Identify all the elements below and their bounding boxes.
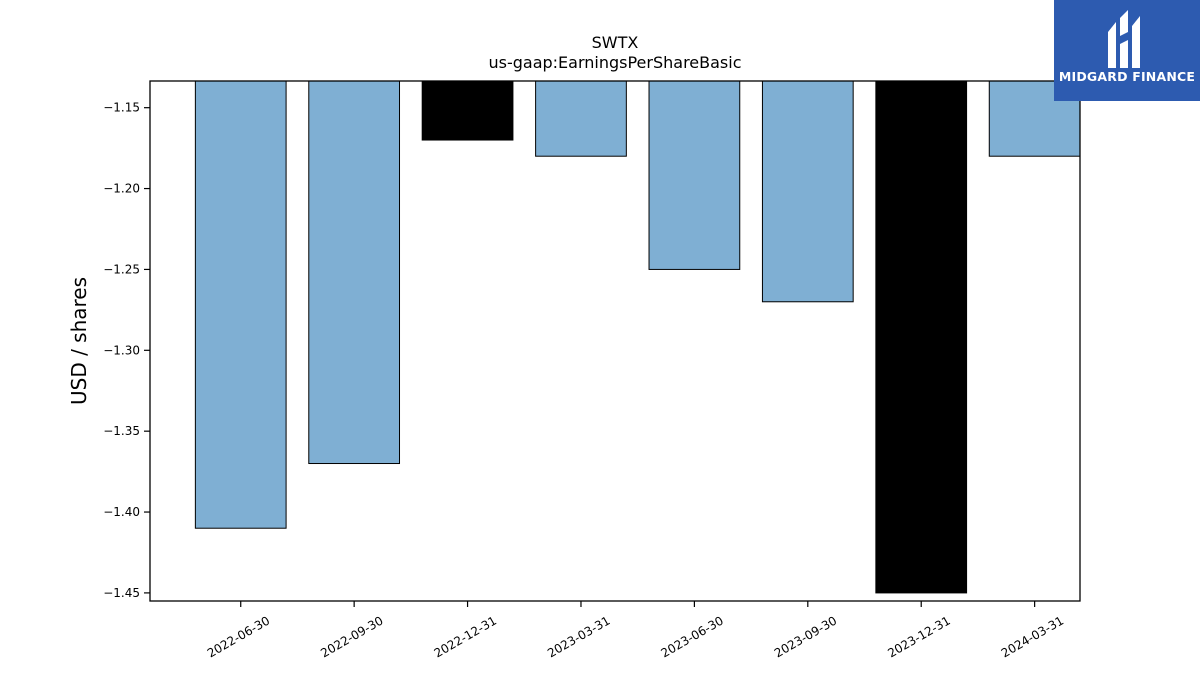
y-tick-label: −1.20	[103, 182, 140, 196]
y-axis: −1.15 −1.20 −1.25 −1.30 −1.35 −1.40 −1.45	[103, 101, 150, 600]
brand-logo: MIDGARD FINANCE	[1054, 0, 1200, 101]
y-tick-label: −1.45	[103, 586, 140, 600]
bar-2023-09-30	[761, 80, 854, 303]
x-tick-label: 2022-06-30	[205, 613, 272, 660]
bar-2022-06-30	[194, 80, 287, 529]
x-tick-label: 2023-03-31	[545, 613, 612, 660]
y-tick-label: −1.15	[103, 101, 140, 115]
y-tick-label: −1.35	[103, 424, 140, 438]
x-tick-label: 2022-12-31	[432, 613, 499, 660]
bar-2022-09-30	[308, 80, 401, 465]
bar-2023-06-30	[648, 80, 741, 270]
brand-name: MIDGARD FINANCE	[1058, 69, 1196, 84]
y-axis-label: USD / shares	[67, 277, 91, 405]
x-tick-label: 2023-12-31	[885, 613, 952, 660]
chart-subtitle: us-gaap:EarningsPerShareBasic	[488, 53, 741, 72]
x-tick-label: 2024-03-31	[999, 613, 1066, 660]
x-tick-label: 2022-09-30	[318, 613, 385, 660]
plot-frame	[149, 80, 1081, 602]
x-axis: 2022-06-30 2022-09-30 2022-12-31 2023-03-31…	[205, 601, 1066, 660]
bar-2023-03-31	[535, 80, 627, 157]
y-tick-label: −1.30	[103, 343, 140, 357]
chart-title: SWTX	[592, 33, 639, 52]
x-tick-label: 2023-09-30	[772, 613, 839, 660]
y-tick-label: −1.40	[103, 505, 140, 519]
bar-2023-12-31	[875, 80, 968, 594]
midgard-m-logo-icon	[1108, 10, 1140, 68]
x-tick-label: 2023-06-30	[658, 613, 725, 660]
bar-group	[194, 80, 1081, 594]
y-tick-label: −1.25	[103, 262, 140, 276]
bar-2022-12-31	[421, 80, 514, 141]
